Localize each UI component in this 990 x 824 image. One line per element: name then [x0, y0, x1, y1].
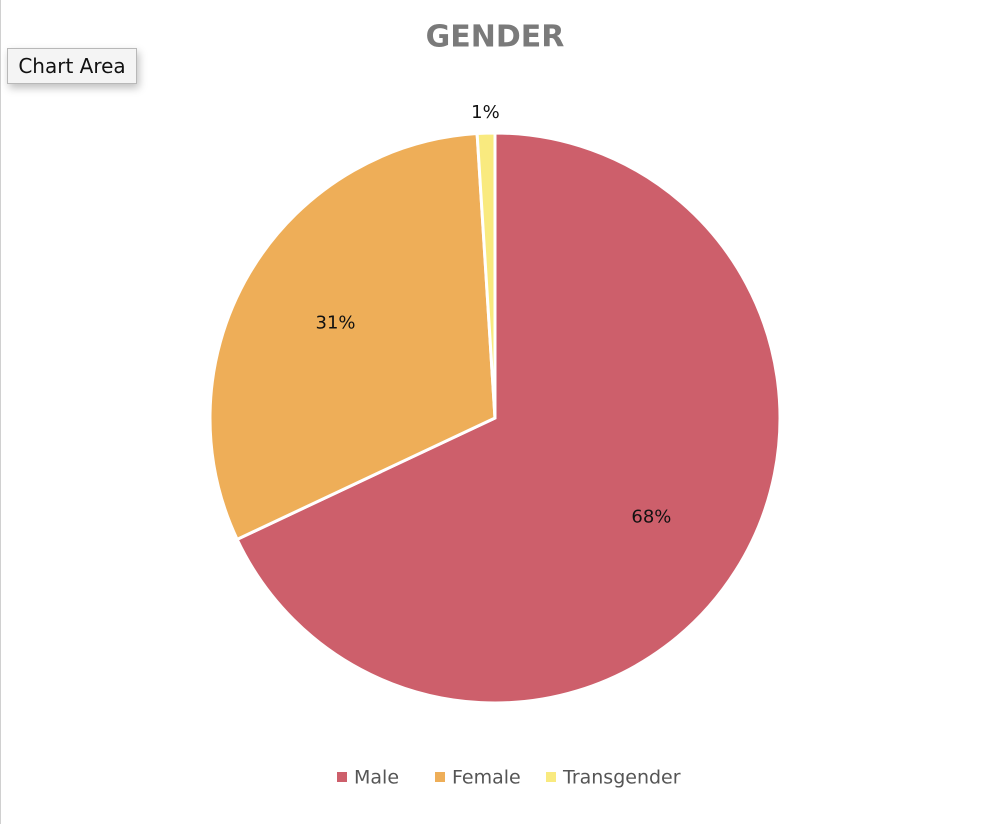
legend-label: Male	[354, 767, 399, 789]
legend-swatch	[546, 772, 556, 782]
data-label: 31%	[316, 313, 356, 334]
legend-label: Transgender	[562, 767, 681, 789]
pie-slice	[235, 131, 782, 705]
legend-swatch	[435, 772, 445, 782]
pie-slice	[475, 131, 497, 419]
tooltip: Chart Area	[7, 48, 137, 84]
legend-swatch	[337, 772, 347, 782]
chart-title: GENDER	[426, 20, 565, 55]
data-label: 68%	[631, 506, 671, 527]
legend-label: Female	[452, 767, 521, 789]
pie-slice	[208, 131, 497, 542]
data-label: 1%	[471, 102, 500, 123]
